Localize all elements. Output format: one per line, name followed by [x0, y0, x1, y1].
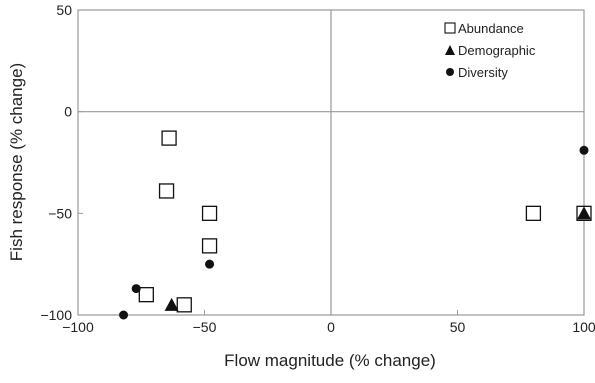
- series-diversity: [119, 145, 589, 320]
- abundance-point: [138, 287, 154, 303]
- filled-circle-icon: [446, 68, 454, 76]
- y-tick-label: −100: [40, 307, 72, 323]
- diversity-point: [119, 310, 129, 320]
- diversity-point: [205, 259, 215, 269]
- y-tick-label: 0: [64, 104, 72, 120]
- legend-item-diversity: Diversity: [446, 65, 508, 80]
- abundance-point: [176, 297, 192, 313]
- legend-label: Demographic: [458, 43, 536, 58]
- filled-triangle-icon: [445, 45, 455, 55]
- legend-label: Diversity: [458, 65, 508, 80]
- reference-lines: [78, 10, 584, 315]
- data-marks: [119, 130, 592, 320]
- legend-label: Abundance: [458, 21, 524, 36]
- abundance-point: [158, 183, 175, 199]
- abundance-point: [525, 205, 542, 221]
- open-square-icon: [444, 22, 456, 34]
- x-tick-label: 100: [572, 319, 595, 335]
- x-axis-title: Flow magnitude (% change): [224, 351, 436, 370]
- abundance-point: [201, 205, 218, 221]
- x-tick-label: −100: [62, 319, 94, 335]
- demographic-point: [577, 206, 591, 220]
- series-abundance: [138, 130, 592, 313]
- y-tick-label: −50: [48, 205, 72, 221]
- y-axis-title: Fish response (% change): [7, 63, 26, 261]
- abundance-point: [161, 130, 177, 146]
- diversity-point: [579, 145, 589, 155]
- x-tick-label: 50: [450, 319, 466, 335]
- abundance-point: [201, 238, 218, 254]
- series-demographic: [164, 206, 591, 311]
- axis-ticks: −100 −50 0 50 100 −100 −50 0 50: [40, 2, 595, 335]
- legend-item-abundance: Abundance: [444, 21, 524, 36]
- demographic-point: [164, 297, 179, 311]
- y-tick-label: 50: [56, 2, 72, 18]
- legend: Abundance Demographic Diversity: [444, 21, 536, 80]
- legend-item-demographic: Demographic: [445, 43, 536, 58]
- x-tick-label: 0: [327, 319, 335, 335]
- x-tick-label: −50: [193, 319, 217, 335]
- diversity-point: [131, 284, 141, 294]
